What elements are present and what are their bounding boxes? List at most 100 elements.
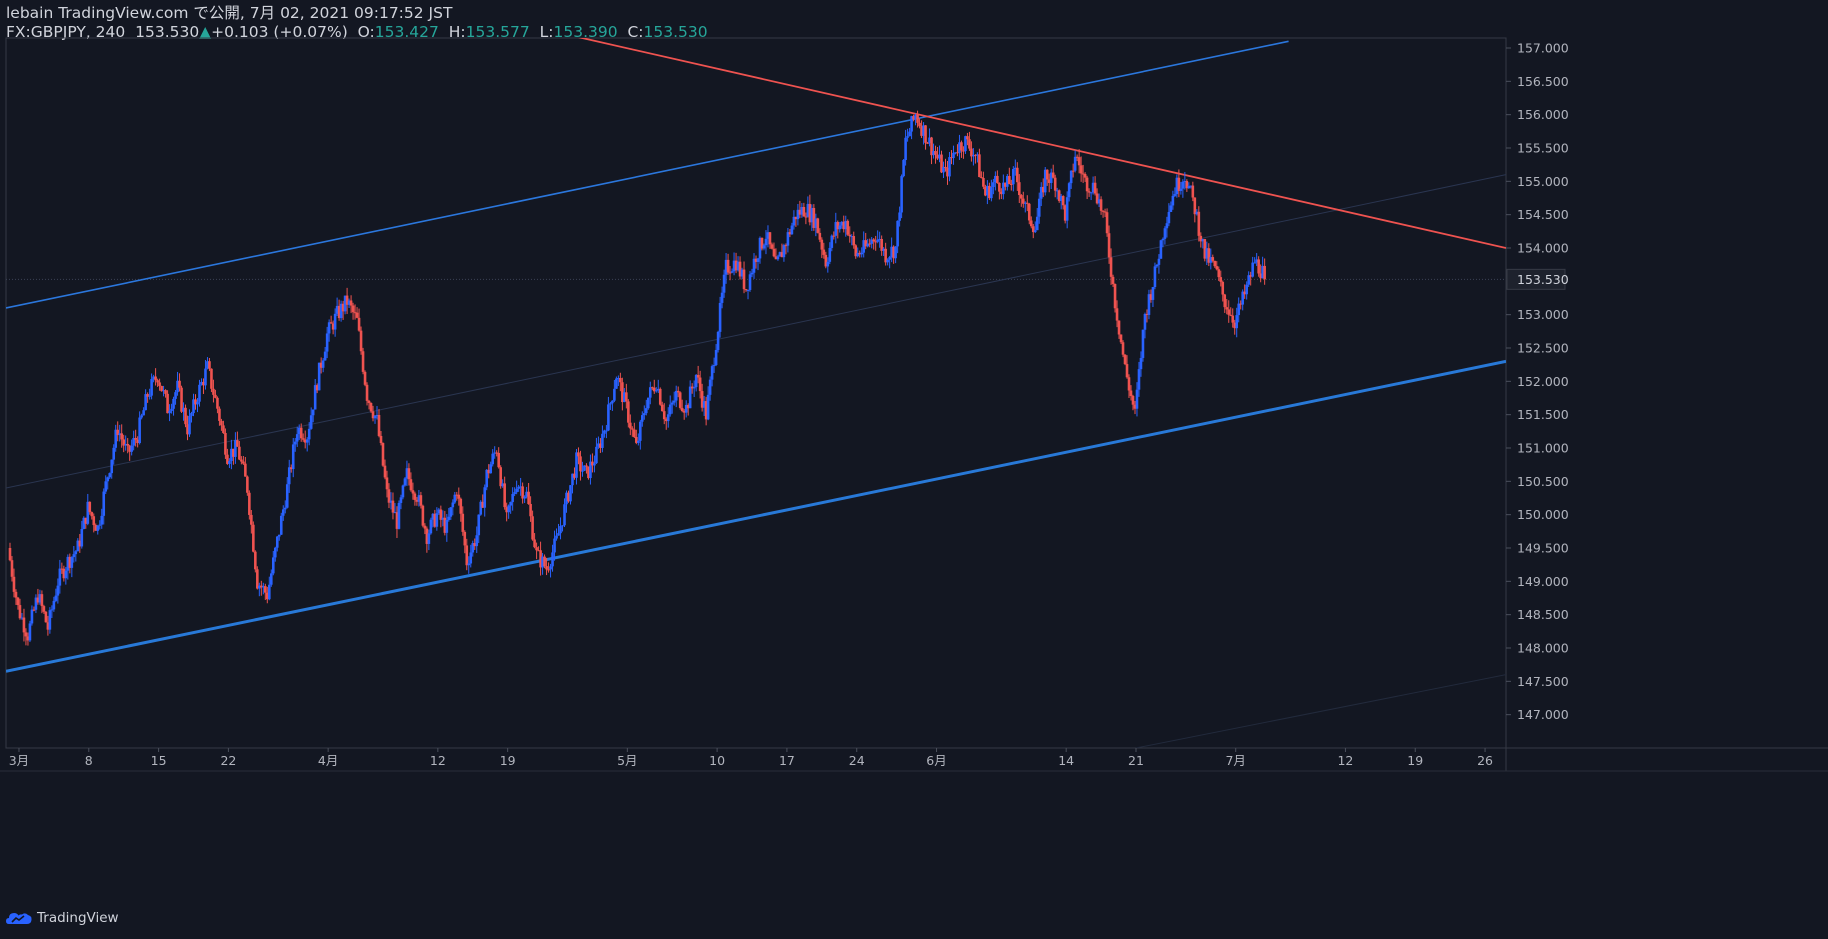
candle-body [333, 313, 337, 330]
candle-body [652, 387, 656, 392]
candle [964, 135, 967, 154]
candle [1089, 192, 1093, 201]
candle-body [984, 186, 987, 196]
candle [798, 200, 802, 219]
candle-body [88, 501, 92, 513]
candle [182, 402, 185, 421]
x-tick-label: 8 [85, 753, 93, 768]
candle-body [1145, 313, 1149, 315]
candle [1016, 162, 1019, 191]
candle [593, 455, 596, 473]
candle-body [830, 235, 834, 248]
candle [509, 501, 512, 514]
candle-body [1195, 211, 1199, 215]
candle-body [361, 351, 365, 372]
candle [816, 217, 820, 234]
candle-body [1111, 276, 1115, 284]
candle-body [1203, 239, 1207, 259]
candle [1257, 256, 1260, 277]
candle-body [222, 425, 225, 433]
candle [1091, 176, 1095, 195]
tradingview-cloud-icon [6, 913, 32, 924]
candle-body [722, 274, 726, 293]
candle-body [94, 525, 98, 531]
candle-body [1025, 202, 1029, 204]
candle [28, 620, 32, 643]
candle [828, 242, 832, 265]
candle-body [491, 453, 495, 465]
candle-body [479, 501, 483, 515]
tradingview-logo[interactable]: TradingView [6, 910, 119, 926]
candle-body [313, 385, 317, 410]
candle-body [200, 381, 203, 385]
candle [585, 463, 588, 474]
candle-body [690, 386, 694, 389]
x-tick-label: 12 [430, 753, 446, 768]
candle-body [515, 488, 518, 493]
candle-body [421, 505, 425, 526]
candle-body [441, 517, 445, 520]
candle-body [260, 585, 263, 588]
candle-body [603, 430, 606, 434]
candle-body [968, 139, 971, 149]
candle [808, 194, 812, 226]
candle-body [902, 160, 905, 177]
candle [50, 605, 54, 618]
candle [110, 459, 114, 479]
candle [1027, 202, 1031, 225]
candle-body [467, 563, 471, 566]
candle-body [784, 245, 788, 247]
candle-body [112, 447, 116, 460]
candle [670, 400, 674, 414]
candle [299, 423, 303, 442]
candle-body [1149, 294, 1153, 300]
candle [862, 231, 866, 258]
candle [1033, 221, 1037, 234]
candle [52, 596, 56, 612]
candle-body [1191, 185, 1195, 198]
candle-body [393, 512, 397, 514]
candle-body [1229, 314, 1233, 316]
candle [1095, 188, 1099, 205]
candle-body [762, 245, 766, 249]
candle [24, 628, 28, 646]
candle [533, 533, 536, 549]
candle [56, 578, 60, 604]
candle-body [866, 243, 870, 247]
y-tick-label: 154.500 [1517, 207, 1569, 222]
candle-body [168, 410, 171, 414]
candle [445, 514, 449, 542]
candle-body [740, 269, 744, 277]
candle-body [198, 384, 201, 402]
candle-body [182, 407, 185, 412]
candle-body [676, 390, 680, 393]
candle-body [547, 569, 550, 571]
candle-body [335, 305, 339, 314]
candle-body [597, 443, 600, 447]
candle-body [34, 597, 38, 610]
candle-body [170, 408, 173, 411]
candle-body [962, 150, 965, 152]
candle-body [1193, 197, 1197, 215]
candle-body [242, 461, 245, 464]
y-tick-label: 152.500 [1517, 341, 1569, 356]
x-tick-label: 4月 [318, 753, 338, 768]
candle [1081, 164, 1085, 183]
candle-body [1201, 239, 1205, 242]
candle [1125, 355, 1129, 379]
candle [1059, 193, 1063, 210]
candle [1237, 297, 1241, 323]
candle [1143, 312, 1147, 339]
candle-body [529, 503, 532, 517]
candle [1167, 203, 1171, 227]
candle-body [1143, 313, 1147, 330]
candle [898, 206, 901, 227]
candle [1245, 281, 1248, 300]
candle-body [942, 166, 945, 173]
candle [948, 151, 951, 182]
candle [184, 404, 187, 428]
candle-body [668, 404, 672, 415]
candle-body [696, 374, 700, 378]
candle-body [1081, 173, 1085, 175]
